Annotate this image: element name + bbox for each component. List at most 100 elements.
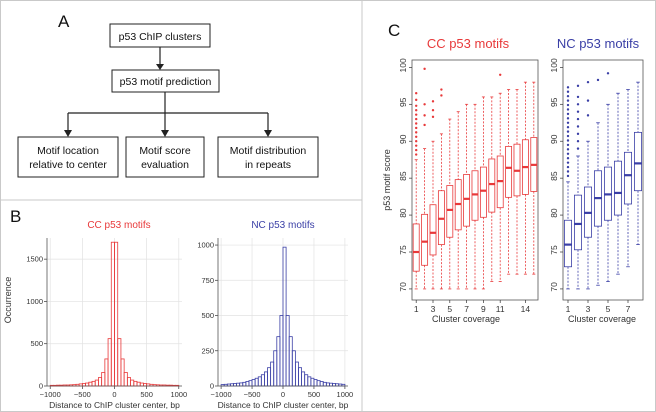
nc-box-outlier [566,174,570,178]
nc-box-ytick-label: 95 [549,97,559,107]
nc-box-box [614,160,623,216]
box-motif-score-line2: evaluation [141,159,189,171]
cc-box-ytick-label: 80 [398,208,408,218]
box-motif-repeats-line1: Motif distribution [230,145,307,157]
cc-box-xtick-label: 7 [464,304,469,314]
cc-box-box [421,213,429,266]
nc-box-outlier [566,161,570,164]
cc-box-xtick-label: 3 [431,304,436,314]
cc-box-outlier [415,92,418,95]
nc-box-outlier [576,125,580,128]
panel-c-letter: C [388,21,400,40]
panel-a-letter: A [58,12,70,31]
cc-hist-ytick-label: 0 [39,382,43,391]
cc-box-outlier [440,94,443,97]
nc-box-xtick-label: 5 [606,304,611,314]
box-motif-repeats [217,136,319,178]
cc-hist-title: CC p53 motifs [87,220,150,231]
nc-box-outlier [576,147,580,150]
cc-box-box [471,170,479,221]
nc-box-ytick-label: 85 [549,171,559,181]
nc-box-outlier [586,114,590,117]
nc-box-outlier [566,108,570,111]
nc-box-outlier [566,134,570,138]
cc-box-outlier [415,126,418,130]
cc-box-xlabel: Cluster coverage [432,314,500,324]
nc-box-outlier [576,84,580,88]
cc-box-ylabel: p53 motif score [382,149,392,211]
nc-box-xlabel: Cluster coverage [568,314,636,324]
cc-box-ytick-label: 75 [398,245,408,255]
nc-hist-ytick-label: 0 [210,382,214,391]
nc-box-outlier [566,157,570,160]
cc-box-xtick-label: 1 [414,304,419,314]
cc-hist-xtick-label: 1000 [170,390,187,399]
nc-box-outlier [576,110,580,113]
nc-box-outlier [576,103,580,106]
nc-box-outlier [566,121,570,124]
nc-box-outlier [576,95,580,99]
nc-box-outlier [566,130,570,133]
cc-box-ytick-label: 70 [398,282,408,292]
cc-box-box [463,174,471,227]
nc-box-ytick-label: 90 [549,134,559,144]
arrowhead-top-to-middle [156,64,164,70]
cc-box-outlier [415,113,418,116]
cc-box-outlier [423,67,426,71]
cc-box-ytick-label: 85 [398,171,408,181]
cc-box-outlier [415,153,418,156]
cc-box-outlier [415,140,418,143]
nc-box-outlier [566,148,570,151]
nc-hist-ytick-label: 500 [201,311,214,320]
cc-box-outlier [415,117,418,121]
cc-box-ytick-label: 95 [398,97,408,107]
nc-box-outlier [576,140,580,143]
cc-box-outlier [415,135,418,138]
nc-box-outlier [606,72,610,75]
cc-box-outlier [423,114,426,117]
cc-box-box [437,190,445,246]
cc-box-title: CC p53 motifs [427,36,510,51]
nc-hist-xtick-label: 500 [308,390,321,399]
cc-box-xtick-label: 9 [481,304,486,314]
nc-box-outlier [566,99,570,102]
cc-box-outlier [499,73,502,76]
arrowhead-to-repeats [264,130,272,137]
cc-box-outlier [431,109,435,112]
cc-hist-xtick-label: −500 [74,390,91,399]
nc-hist-xtick-label: 0 [281,390,285,399]
nc-box-xtick-label: 7 [626,304,631,314]
cc-box-ytick-label: 90 [398,134,408,144]
nc-hist-xtick-label: −1000 [211,390,232,399]
panel-a: A p53 ChIP clusters p53 motif prediction… [17,12,319,178]
nc-box-outlier [576,132,580,136]
nc-box-box [564,219,573,268]
nc-box-outlier [566,90,570,93]
nc-box-ytick-label: 70 [549,282,559,292]
nc-box-outlier [566,86,570,89]
nc-hist-xtick-label: −500 [244,390,261,399]
nc-box-title: NC p53 motifs [557,36,640,51]
nc-box-xtick-label: 1 [566,304,571,314]
box-motif-score-line1: Motif score [139,145,191,157]
cc-box-outlier [415,122,418,125]
cc-box-outlier [431,100,435,103]
cc-box-box [488,158,496,213]
nc-box-outlier [586,80,590,84]
cc-box-box [446,185,454,238]
nc-hist-ytick-label: 1000 [197,241,214,250]
panel-b-letter: B [10,207,21,226]
cc-box-box [412,223,420,272]
nc-box-box [574,194,583,251]
nc-hist-xtick-label: 1000 [337,390,354,399]
cc-histogram: CC p53 motifs −1000 −500 0 500 1000 0 500 1000 15… [26,220,187,410]
box-chip-clusters-label: p53 ChIP clusters [119,31,202,43]
panel-b-ylabel: Occurrence [3,277,13,324]
nc-box-outlier [566,112,570,116]
box-motif-prediction-label: p53 motif prediction [120,76,212,88]
nc-box-outlier [576,117,580,121]
cc-box-outlier [415,131,418,134]
cc-box-outlier [440,88,443,91]
